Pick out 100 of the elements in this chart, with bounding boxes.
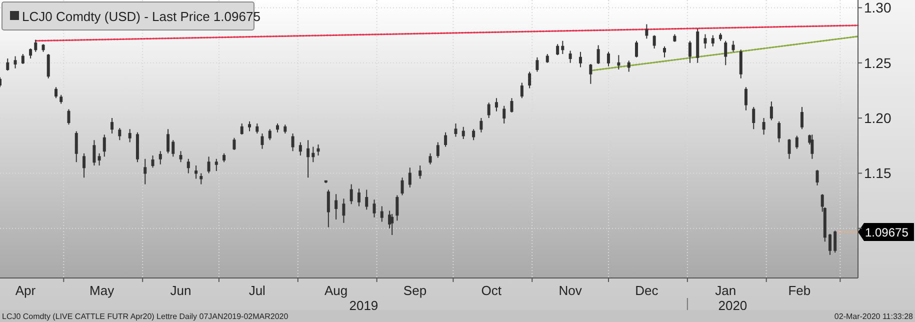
candlestick (350, 184, 353, 205)
candlestick (6, 58, 10, 72)
candlestick (778, 120, 781, 143)
candlestick (724, 40, 728, 66)
candlestick (556, 44, 560, 56)
ref-line-label: 1.09675 (865, 225, 909, 240)
candlestick (74, 130, 78, 163)
candlestick (214, 158, 218, 172)
y-tick-label: 1.20 (864, 110, 892, 126)
candlestick (54, 86, 58, 99)
candlestick (291, 132, 294, 152)
candlestick (232, 137, 236, 151)
candlestick (60, 94, 63, 104)
candlestick (762, 118, 766, 136)
candlestick (268, 128, 272, 141)
candlestick (645, 24, 648, 40)
candlestick (14, 56, 17, 69)
candlestick (510, 98, 514, 114)
candlestick (732, 40, 735, 52)
candlestick (454, 123, 458, 138)
candlestick (788, 138, 791, 160)
x-tick-label: Jun (170, 283, 192, 298)
candlestick (635, 40, 638, 58)
candlestick (696, 28, 700, 64)
x-tick-label: Sep (403, 283, 427, 298)
candlestick (67, 108, 70, 126)
candlestick (29, 48, 32, 59)
y-tick-label: 1.25 (864, 54, 892, 71)
x-tick-label: Apr (15, 283, 36, 298)
candlestick (365, 189, 368, 210)
candlestick (260, 132, 264, 150)
candlestick (568, 50, 572, 64)
y-tick-label: 1.15 (864, 165, 892, 182)
candlestick (744, 86, 748, 111)
candlestick (770, 100, 773, 121)
candlestick (92, 140, 96, 166)
candlestick (357, 188, 360, 207)
candlestick (596, 44, 600, 64)
x-tick-label: Jan (715, 283, 736, 298)
candlestick (316, 144, 320, 156)
legend-label: LCJ0 Comdty (USD) - Last Price 1.09675 (22, 9, 260, 24)
candlestick (627, 60, 630, 72)
candlestick (42, 44, 45, 52)
candlestick (704, 34, 707, 50)
x-tick-label: Aug (324, 283, 348, 298)
candlestick (800, 106, 804, 130)
candlestick (428, 152, 432, 165)
candlestick (298, 142, 302, 156)
candlestick (494, 98, 498, 112)
candlestick (816, 169, 819, 186)
candlestick (688, 40, 692, 64)
candlestick (334, 194, 338, 220)
candlestick (179, 150, 182, 163)
candlestick (240, 123, 244, 136)
candlestick (200, 172, 203, 185)
candlestick (34, 39, 38, 52)
candlestick (194, 164, 198, 180)
candlestick (396, 194, 399, 222)
x-tick-label: Dec (635, 283, 659, 298)
x-tick-label: Jul (248, 283, 266, 298)
x-tick-label: Nov (558, 283, 582, 298)
candlestick (418, 164, 422, 180)
text: 2019 (349, 298, 378, 313)
candlestick (502, 105, 506, 124)
candlestick (606, 51, 610, 67)
text: 2020 (718, 298, 748, 313)
candlestick (306, 140, 310, 178)
candlestick (102, 134, 106, 158)
candlestick (324, 180, 328, 184)
candlestick (617, 54, 620, 70)
candlestick (536, 56, 539, 72)
candlestick (326, 189, 330, 228)
candlestick (390, 214, 394, 236)
candlestick (284, 124, 287, 134)
candlestick (172, 140, 175, 158)
candlestick (472, 128, 476, 141)
candlestick (408, 167, 412, 188)
candlestick (828, 233, 832, 256)
candlestick (719, 32, 722, 42)
candlestick (578, 51, 582, 68)
candlestick (528, 71, 532, 89)
candlestick (546, 54, 549, 64)
candlestick (342, 198, 346, 224)
candlestick (186, 158, 190, 174)
candlestick (652, 34, 656, 50)
candlestick (462, 126, 465, 140)
candlestick (222, 152, 226, 163)
candlestick (166, 128, 170, 154)
candlestick (136, 132, 139, 163)
candlestick (380, 206, 384, 222)
candlestick (711, 34, 714, 47)
x-tick-label: Oct (481, 283, 502, 298)
candlestick (248, 120, 252, 132)
candlestick (520, 82, 524, 99)
text: 02-Mar-2020 11:33:28 (834, 312, 914, 321)
text: LCJ0 Comdty (LIVE CATTLE FUTR Apr20) Lettre Daily 07JAN2019-02MAR2020 (2, 312, 289, 321)
candlestick (739, 49, 742, 79)
candlestick (82, 152, 86, 178)
x-tick-label: Feb (788, 283, 811, 298)
candlestick (21, 54, 24, 64)
